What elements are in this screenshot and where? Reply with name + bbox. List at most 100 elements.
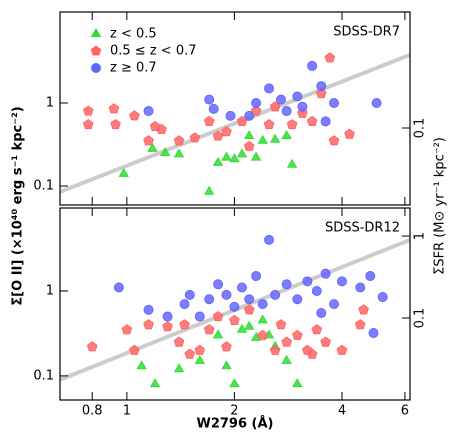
point: [297, 101, 308, 112]
point: [281, 130, 292, 139]
point: [306, 115, 318, 126]
point: [251, 98, 262, 109]
point: [179, 299, 190, 310]
point: [307, 60, 318, 71]
point: [292, 294, 303, 305]
point: [204, 294, 215, 305]
point: [263, 118, 275, 130]
x-tick-label: 4: [338, 404, 346, 419]
panel-frame: [59, 207, 411, 401]
point: [244, 129, 255, 139]
point: [320, 268, 331, 279]
point: [108, 103, 120, 114]
legend-marker: [91, 63, 101, 73]
point: [371, 98, 382, 109]
fit-line: [59, 53, 411, 194]
point: [194, 344, 206, 355]
point: [143, 304, 154, 315]
point: [221, 126, 232, 137]
legend-label: z < 0.5: [110, 27, 157, 42]
point: [257, 329, 269, 340]
point: [355, 282, 366, 293]
point: [229, 314, 240, 325]
y2-tick-label: 1: [413, 232, 428, 240]
point: [286, 158, 298, 168]
y2-axis-label: ΣSFR (M⊙ yr⁻¹ kpc⁻²): [433, 137, 448, 275]
point: [229, 378, 240, 388]
panel-annotation: SDSS-DR7: [333, 25, 400, 40]
point: [286, 118, 298, 130]
point: [86, 341, 98, 352]
point: [221, 360, 232, 370]
point: [173, 363, 185, 373]
point: [236, 282, 247, 293]
point: [212, 130, 224, 141]
point: [136, 360, 147, 370]
point: [311, 324, 323, 335]
panel-frame: [59, 11, 411, 206]
point: [159, 147, 171, 156]
point: [184, 289, 195, 300]
point: [110, 118, 121, 130]
point: [208, 103, 219, 114]
point: [229, 153, 240, 163]
point: [121, 324, 133, 335]
y-tick-label: 0.1: [33, 368, 54, 383]
point: [281, 354, 292, 364]
point: [143, 319, 154, 330]
point: [162, 311, 173, 322]
point: [129, 110, 140, 121]
point: [292, 329, 303, 340]
point: [229, 301, 240, 312]
point: [118, 167, 129, 177]
point: [264, 234, 275, 245]
panel-annotation: SDSS-DR12: [325, 221, 400, 236]
point: [336, 276, 347, 287]
point: [129, 344, 140, 355]
point: [203, 324, 215, 335]
point: [329, 98, 340, 109]
point: [324, 52, 336, 63]
x-tick-label: 1: [123, 404, 131, 419]
y-tick-label: 1: [46, 96, 54, 111]
legend-marker: [90, 45, 102, 56]
point: [203, 115, 215, 126]
point: [147, 142, 158, 152]
point: [82, 105, 94, 116]
point: [184, 348, 196, 359]
point: [221, 341, 232, 352]
point: [315, 87, 327, 99]
point: [113, 282, 124, 293]
point: [173, 135, 185, 146]
point: [377, 291, 388, 302]
x-tick-label: 6: [401, 404, 409, 419]
point: [244, 294, 255, 305]
point: [281, 279, 292, 290]
point: [306, 348, 318, 359]
y2-tick-label: 0.1: [413, 308, 428, 329]
point: [194, 354, 205, 364]
point: [143, 135, 154, 146]
x-tick-label: 2: [230, 404, 238, 419]
point: [270, 289, 281, 300]
point: [225, 110, 236, 121]
point: [316, 81, 327, 92]
point: [316, 308, 327, 319]
point: [257, 314, 268, 324]
point: [250, 331, 262, 341]
point: [354, 319, 366, 330]
point: [173, 148, 185, 158]
point: [328, 135, 340, 146]
point: [204, 185, 215, 195]
point: [320, 336, 331, 347]
point: [257, 299, 268, 310]
point: [251, 271, 262, 282]
point: [82, 118, 94, 130]
point: [244, 320, 255, 330]
point: [179, 319, 190, 330]
point: [275, 319, 287, 330]
point: [269, 101, 281, 112]
point: [344, 128, 355, 139]
